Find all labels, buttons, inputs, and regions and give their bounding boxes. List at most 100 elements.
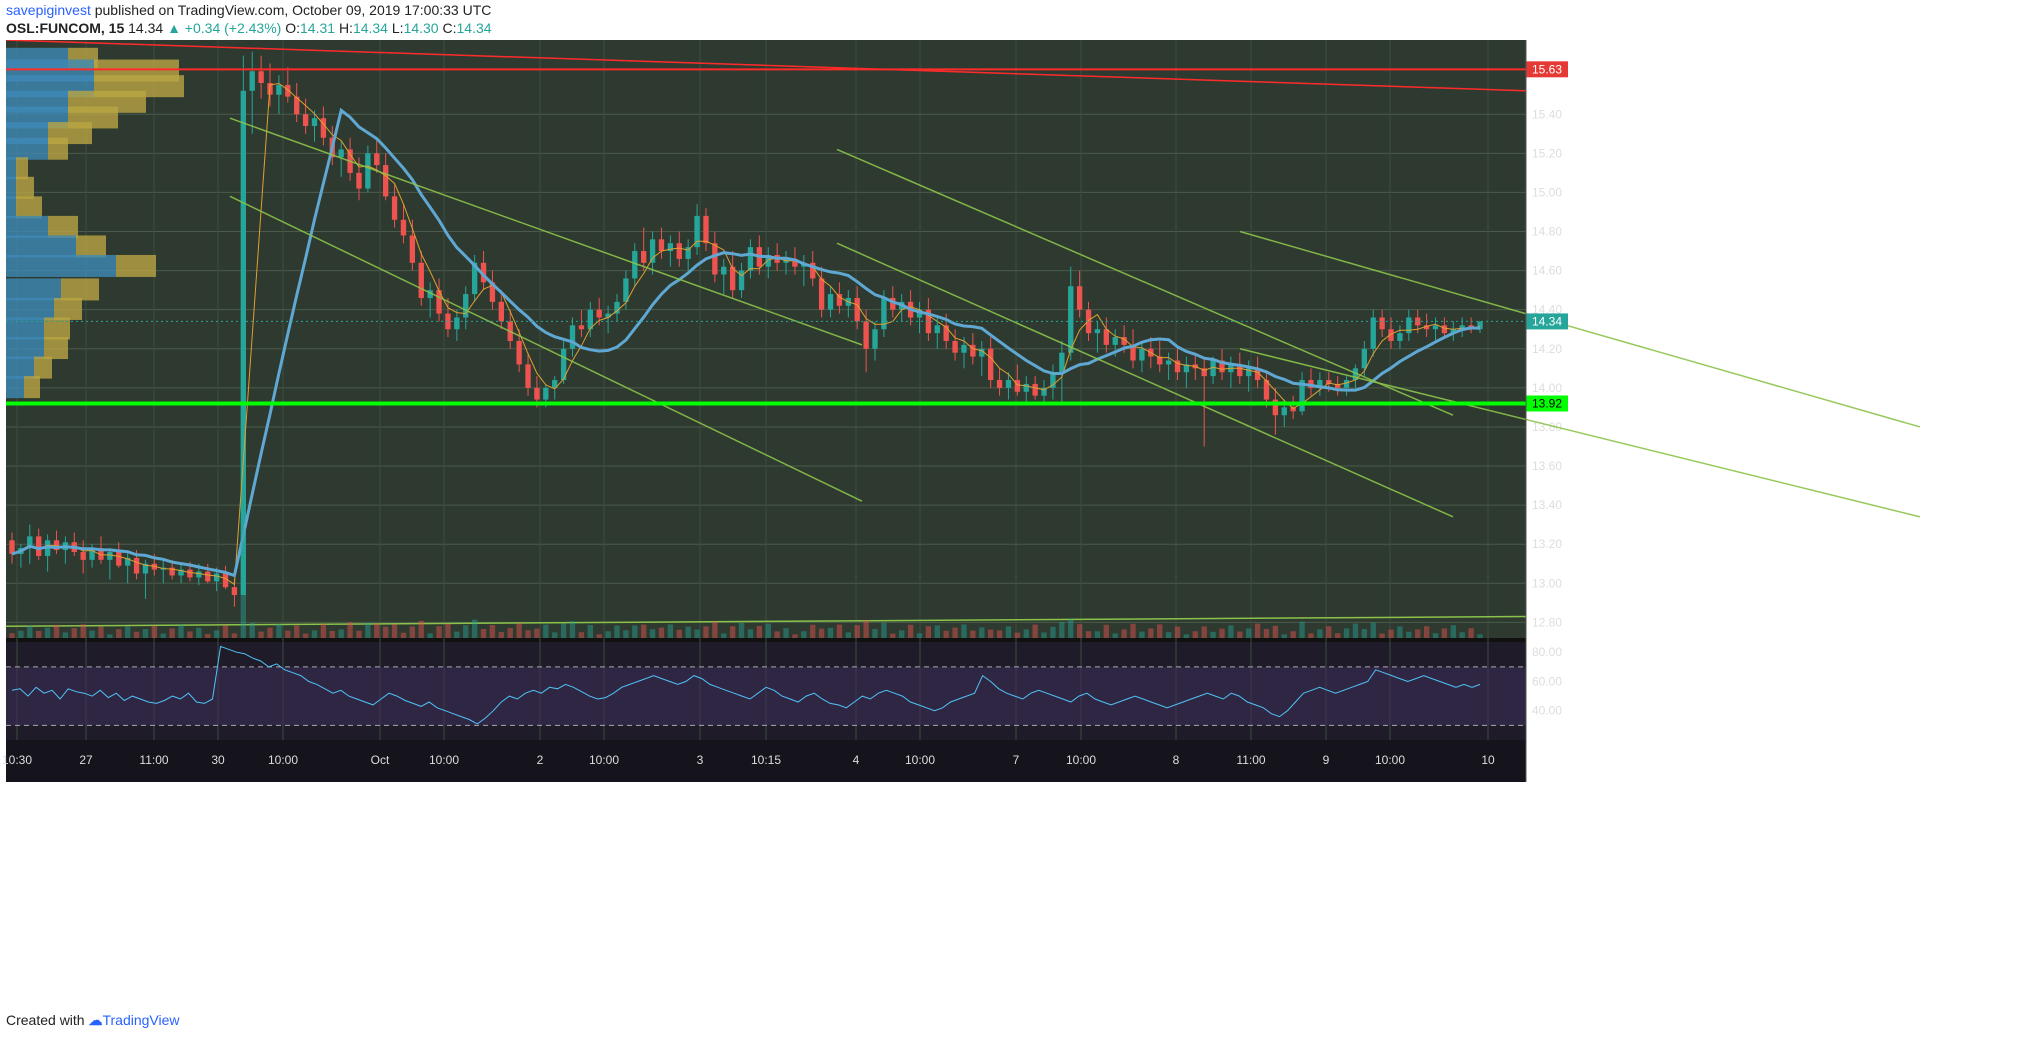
y-tick-label: 15.20 [1532, 146, 1562, 160]
candle-down [810, 262, 816, 279]
volume-bar [1148, 628, 1154, 638]
volume-bar [649, 629, 656, 638]
candle-down [1076, 286, 1083, 310]
tradingview-link[interactable]: TradingView [102, 1012, 180, 1028]
volume-bar [391, 624, 398, 638]
candle-down [222, 573, 229, 588]
candle-down [792, 258, 798, 267]
candle-up [1370, 317, 1376, 349]
volume-bar [1165, 632, 1172, 638]
volume-bar [899, 630, 905, 638]
candle-down [98, 548, 104, 560]
ohlc-legend: OSL:FUNCOM, 15 14.34 ▲ +0.34 (+2.43%) O:… [6, 20, 492, 36]
y-tick-label: 13.20 [1532, 537, 1562, 551]
volume-bar [916, 633, 923, 638]
tradingview-logo-icon: ☁ [88, 1012, 103, 1028]
candle-down [970, 344, 976, 357]
volume-bar [347, 622, 353, 638]
volume-bar [614, 625, 620, 638]
volume-bar [1139, 631, 1145, 638]
volume-bar [1174, 626, 1181, 638]
volume-profile-bar [6, 157, 16, 180]
x-tick-label: 10:00 [1066, 753, 1096, 767]
candle-down [1237, 364, 1243, 377]
volume-bar [1361, 629, 1368, 638]
candle-up [1406, 317, 1412, 334]
candle-up [881, 297, 887, 330]
publish-text: published on TradingView.com, October 09… [94, 2, 492, 18]
candle-up [614, 301, 620, 314]
volume-bar [178, 624, 184, 638]
volume-bar [116, 629, 122, 638]
volume-bar [454, 631, 460, 638]
candle-up [89, 548, 95, 560]
volume-bar [845, 632, 851, 638]
rsi-tick-label: 40.00 [1532, 704, 1562, 718]
volume-bar [1415, 629, 1421, 638]
candle-down [818, 278, 825, 310]
candle-down [400, 219, 407, 236]
volume-bar [703, 626, 709, 638]
volume-bar [222, 625, 229, 638]
price-chart[interactable]: 15.40 15.20 15.00 14.80 14.60 14.40 14.20 14.00… [0, 40, 2041, 1002]
volume-bar [1450, 625, 1456, 638]
candle-down [1219, 360, 1225, 373]
candle-down [53, 540, 60, 551]
volume-bar [810, 624, 816, 638]
candle-up [1459, 325, 1465, 330]
candle-down [1379, 317, 1385, 330]
channel-trendline [836, 242, 1454, 518]
candle-up [1112, 337, 1118, 345]
volume-bar [1210, 631, 1216, 638]
candle-up [240, 90, 246, 596]
candle-up [1281, 407, 1287, 416]
x-tick-label: 10:00 [1375, 753, 1405, 767]
candle-down [1032, 383, 1038, 396]
candle-up [1432, 325, 1439, 330]
volume-bar [400, 632, 407, 638]
last-price-label: 14.34 [1532, 314, 1562, 328]
rsi-band [6, 666, 1526, 726]
candle-up [454, 317, 460, 330]
resistance-price-label: 15.63 [1532, 62, 1562, 76]
candle-down [1130, 344, 1136, 361]
y-tick-label: 14.00 [1532, 381, 1562, 395]
channel-trendline [1239, 230, 1921, 428]
volume-bar [489, 625, 496, 638]
volume-profile-bar [6, 176, 16, 199]
volume-bar [205, 634, 211, 638]
candle-down [836, 294, 843, 306]
volume-bar [169, 628, 175, 638]
y-tick-label: 14.40 [1532, 303, 1562, 317]
volume-bar [560, 623, 567, 638]
volume-bar [1068, 619, 1074, 638]
candle-down [676, 243, 682, 259]
candle-down [1201, 368, 1207, 377]
candle-up [365, 153, 371, 189]
fast-moving-average [11, 82, 1481, 586]
candle-down [1423, 325, 1430, 330]
volume-profile-bar [6, 215, 48, 238]
candle-down [116, 552, 122, 566]
volume-bar [587, 625, 593, 638]
volume-bar [552, 632, 558, 638]
author-link[interactable]: savepiginvest [6, 2, 91, 18]
volume-bar [1121, 629, 1127, 638]
volume-profile-bar [116, 254, 156, 277]
volume-bar [1459, 632, 1465, 638]
y-tick-label: 15.00 [1532, 185, 1562, 199]
x-tick-label: 10:00 [268, 753, 298, 767]
candle-up [1352, 368, 1359, 381]
y-tick-label: 13.40 [1532, 498, 1562, 512]
candle-up [1005, 380, 1012, 388]
volume-bar [1281, 634, 1287, 638]
volume-bar [765, 623, 771, 638]
candle-down [1014, 380, 1021, 392]
volume-profile-bar [6, 356, 34, 379]
candle-down [1254, 368, 1261, 381]
y-tick-label: 12.80 [1532, 615, 1562, 629]
volume-bar [1343, 628, 1350, 638]
volume-bar [498, 632, 505, 638]
volume-bar [890, 633, 896, 638]
x-tick-label: 10:00 [429, 753, 459, 767]
